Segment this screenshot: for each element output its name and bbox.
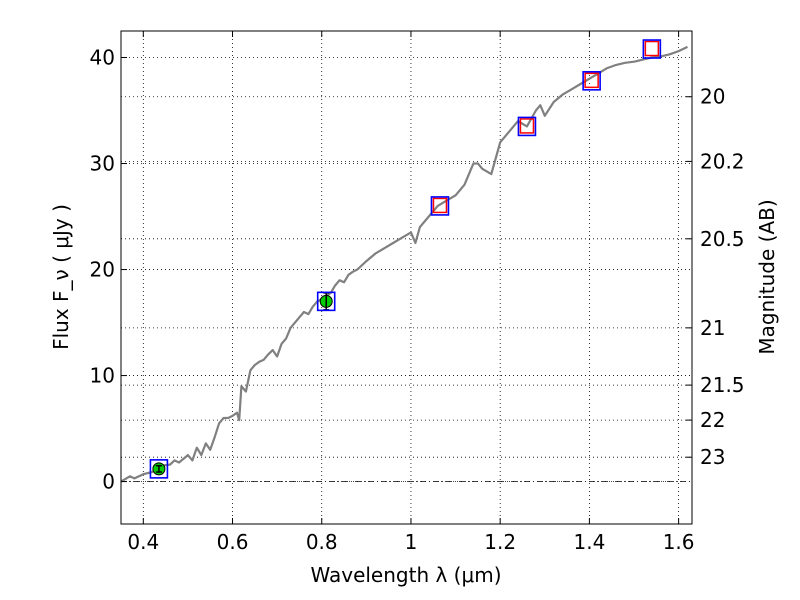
x-tick-label: 1.6	[663, 530, 695, 554]
grid-layer	[121, 31, 692, 524]
model-point-red	[584, 72, 599, 89]
magnitude-tick-label: 21.5	[700, 373, 745, 397]
magnitude-axis: 20 20.2 20.5 21 21.5 22 23	[686, 85, 745, 469]
y-tick-label: 40	[90, 46, 115, 70]
magnitude-axis-label: Magnitude (AB)	[755, 199, 779, 354]
model-point-blue	[316, 291, 336, 312]
x-tick-label: 0.4	[127, 530, 159, 554]
model-point-blue	[582, 71, 601, 91]
magnitude-tick-label: 20.2	[700, 149, 745, 173]
points-layer	[149, 39, 662, 479]
magnitude-tick-label: 20.5	[700, 227, 745, 251]
y-tick-label: 0	[102, 470, 115, 494]
magnitude-tick-label: 23	[700, 445, 725, 469]
model-point-blue	[149, 459, 169, 479]
x-tick-label: 0.8	[306, 530, 338, 554]
x-axis: 0.4 0.6 0.8 1 1.2 1.4 1.6	[127, 31, 695, 554]
y-axis: 0 10 20 30 40	[90, 46, 127, 494]
x-tick-label: 0.6	[217, 530, 249, 554]
x-tick-label: 1.4	[573, 530, 605, 554]
magnitude-tick-label: 21	[700, 316, 725, 340]
spectrum-line	[120, 45, 688, 483]
model-point-red	[519, 118, 535, 134]
magnitude-tick-label: 20	[700, 85, 725, 109]
magnitude-tick-label: 22	[700, 408, 725, 432]
x-tick-label: 1	[405, 530, 418, 554]
model-point-blue	[642, 39, 662, 59]
model-point-red	[432, 197, 448, 214]
plot-frame	[120, 30, 693, 525]
y-axis-label: Flux F_ν ( μJy )	[49, 204, 73, 350]
model-point-blue	[430, 196, 450, 216]
series-layer	[120, 45, 688, 483]
y-tick-label: 10	[90, 364, 115, 388]
y-tick-label: 30	[90, 152, 115, 176]
model-point-red	[644, 40, 660, 57]
y-tick-label: 20	[90, 258, 115, 282]
model-point-blue	[517, 116, 537, 137]
x-tick-label: 1.2	[484, 530, 516, 554]
x-axis-label: Wavelength λ (μm)	[310, 563, 501, 587]
